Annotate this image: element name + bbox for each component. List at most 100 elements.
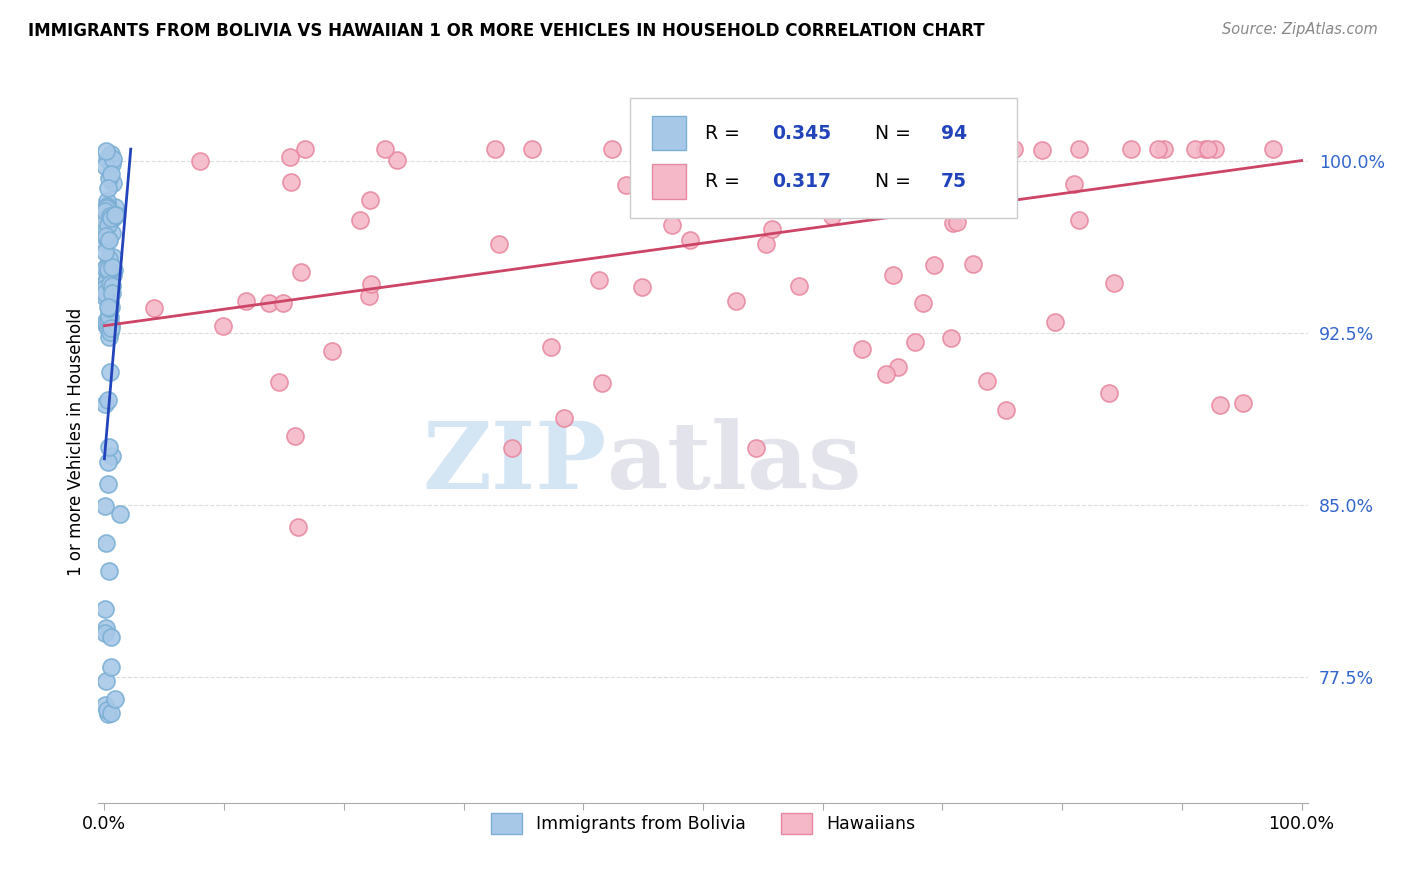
Point <box>761 222 783 236</box>
Point <box>1194 142 1216 156</box>
Point <box>98 330 121 344</box>
Point <box>284 429 307 443</box>
Legend: Immigrants from Bolivia, Hawaiians: Immigrants from Bolivia, Hawaiians <box>484 806 922 841</box>
Point <box>94 144 117 158</box>
Point <box>93 397 115 411</box>
Point <box>100 146 122 161</box>
Point <box>94 210 117 224</box>
Point <box>488 236 510 251</box>
Bar <box>652 164 686 199</box>
Point <box>714 142 737 156</box>
Point <box>540 340 562 354</box>
Point <box>1147 142 1170 156</box>
Text: N =: N = <box>875 123 917 143</box>
Point <box>821 209 844 223</box>
Point <box>97 313 120 327</box>
Point <box>100 277 122 291</box>
Point <box>97 261 120 276</box>
Point <box>976 374 998 388</box>
Point <box>94 226 117 240</box>
Point <box>94 204 117 219</box>
Point <box>96 703 118 717</box>
Point <box>94 275 117 289</box>
Point <box>98 281 121 295</box>
Text: 75: 75 <box>941 172 967 191</box>
Point <box>101 250 124 264</box>
Point <box>1197 142 1219 156</box>
Bar <box>652 116 686 151</box>
Point <box>1067 212 1090 227</box>
Point <box>98 277 121 292</box>
Point <box>98 294 121 309</box>
Point <box>588 273 610 287</box>
Point <box>886 159 908 173</box>
Point <box>94 289 117 303</box>
Point <box>359 288 381 302</box>
Point <box>1102 276 1125 290</box>
Point <box>104 208 127 222</box>
Point <box>100 449 122 463</box>
Point <box>1098 386 1121 401</box>
Text: IMMIGRANTS FROM BOLIVIA VS HAWAIIAN 1 OR MORE VEHICLES IN HOUSEHOLD CORRELATION : IMMIGRANTS FROM BOLIVIA VS HAWAIIAN 1 OR… <box>28 22 984 40</box>
Point <box>97 320 120 334</box>
Point <box>96 275 118 289</box>
Y-axis label: 1 or more Vehicles in Household: 1 or more Vehicles in Household <box>66 308 84 575</box>
Point <box>94 601 117 615</box>
Point <box>97 218 120 232</box>
Point <box>98 288 121 302</box>
Point <box>100 325 122 339</box>
Point <box>98 365 121 379</box>
Point <box>922 258 945 272</box>
Point <box>591 376 613 390</box>
Point <box>96 199 118 213</box>
Point <box>97 301 120 315</box>
Point <box>484 142 506 156</box>
Point <box>387 153 409 167</box>
Point <box>1153 142 1175 156</box>
Point <box>1063 177 1085 191</box>
Point <box>100 226 122 240</box>
Point <box>100 168 122 182</box>
Point <box>679 233 702 247</box>
Point <box>280 175 302 189</box>
Text: 94: 94 <box>941 123 967 143</box>
Point <box>661 219 683 233</box>
Point <box>1069 142 1091 156</box>
Point <box>724 294 747 309</box>
Point <box>100 211 122 225</box>
Point <box>97 233 120 247</box>
Point <box>1045 315 1067 329</box>
Point <box>97 252 120 266</box>
Point <box>100 286 122 301</box>
Point <box>94 536 117 550</box>
Point <box>101 260 124 274</box>
Point <box>994 402 1017 417</box>
Point <box>94 260 117 274</box>
Point <box>875 368 897 382</box>
Point <box>294 142 316 156</box>
Text: 0.317: 0.317 <box>772 172 831 191</box>
Text: R =: R = <box>706 172 747 191</box>
Point <box>939 331 962 345</box>
Point <box>98 310 121 324</box>
Point <box>1031 143 1053 157</box>
Point <box>931 193 953 207</box>
Point <box>97 234 120 248</box>
Point <box>142 301 165 315</box>
Point <box>93 244 115 259</box>
Point <box>374 142 396 156</box>
Point <box>271 296 294 310</box>
Point <box>359 193 381 207</box>
Point <box>103 263 125 277</box>
Point <box>101 176 124 190</box>
Point <box>93 626 115 640</box>
Point <box>962 257 984 271</box>
Point <box>100 318 122 332</box>
Point <box>100 630 122 644</box>
Point <box>755 236 778 251</box>
Point <box>94 230 117 244</box>
Point <box>108 507 131 521</box>
Point <box>100 659 122 673</box>
Point <box>845 142 868 156</box>
Text: N =: N = <box>875 172 917 191</box>
